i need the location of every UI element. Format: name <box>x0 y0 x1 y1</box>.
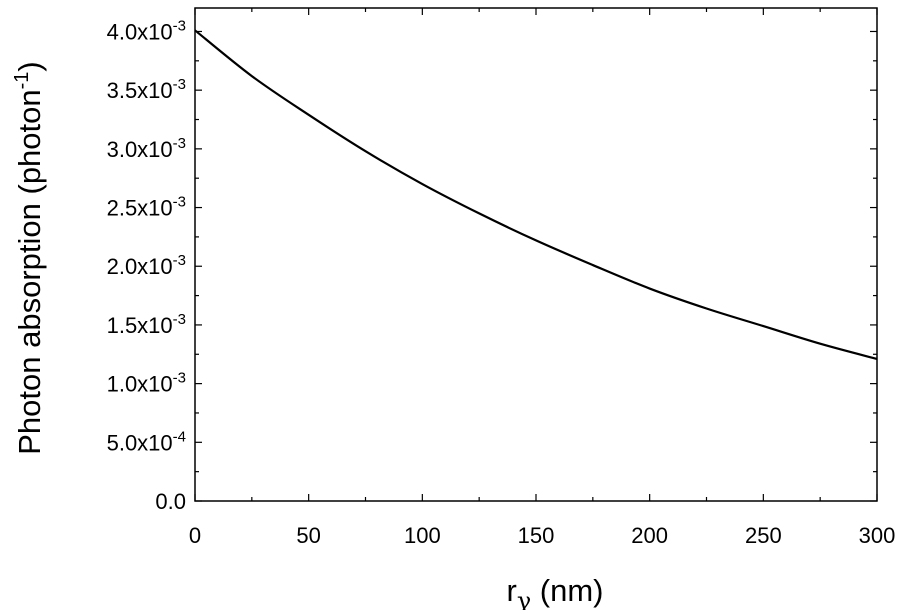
x-tick-label: 100 <box>404 523 441 548</box>
x-tick-label: 50 <box>296 523 320 548</box>
y-tick-label: 4.0x10-3 <box>107 17 186 44</box>
plot-frame <box>194 7 878 502</box>
y-axis-title-end: ) <box>12 61 47 71</box>
y-tick-label: 3.5x10-3 <box>107 76 186 103</box>
x-tick-label: 300 <box>859 523 896 548</box>
series-line <box>194 29 878 361</box>
x-tick-label: 0 <box>189 523 201 548</box>
x-axis-title: rγ (nm) <box>507 573 604 610</box>
x-axis-title-unit: (nm) <box>531 573 603 608</box>
y-tick-label: 0.0 <box>155 489 186 514</box>
y-tick-label: 2.5x10-3 <box>107 194 186 221</box>
y-tick-label: 3.0x10-3 <box>107 135 186 162</box>
y-axis-title-main: Photon absorption (photon <box>12 89 47 454</box>
y-axis-title: Photon absorption (photon-1) <box>11 61 47 455</box>
tick-marks <box>194 8 878 502</box>
x-tick-label: 200 <box>631 523 668 548</box>
y-tick-label: 5.0x10-4 <box>107 428 186 455</box>
x-axis-title-subscript: γ <box>517 587 531 610</box>
x-tick-labels: 0 50 100 150 200 250 300 <box>189 523 895 548</box>
y-tick-label: 2.0x10-3 <box>107 252 186 279</box>
y-axis-title-superscript: -1 <box>11 72 33 90</box>
x-tick-label: 250 <box>745 523 782 548</box>
x-tick-label: 150 <box>518 523 555 548</box>
y-tick-label: 1.5x10-3 <box>107 311 186 338</box>
y-tick-label: 1.0x10-3 <box>107 370 186 397</box>
x-axis-title-main: r <box>507 573 517 608</box>
y-tick-labels: 0.0 5.0x10-4 1.0x10-3 1.5x10-3 2.0x10-3 2.5x1… <box>107 17 186 514</box>
